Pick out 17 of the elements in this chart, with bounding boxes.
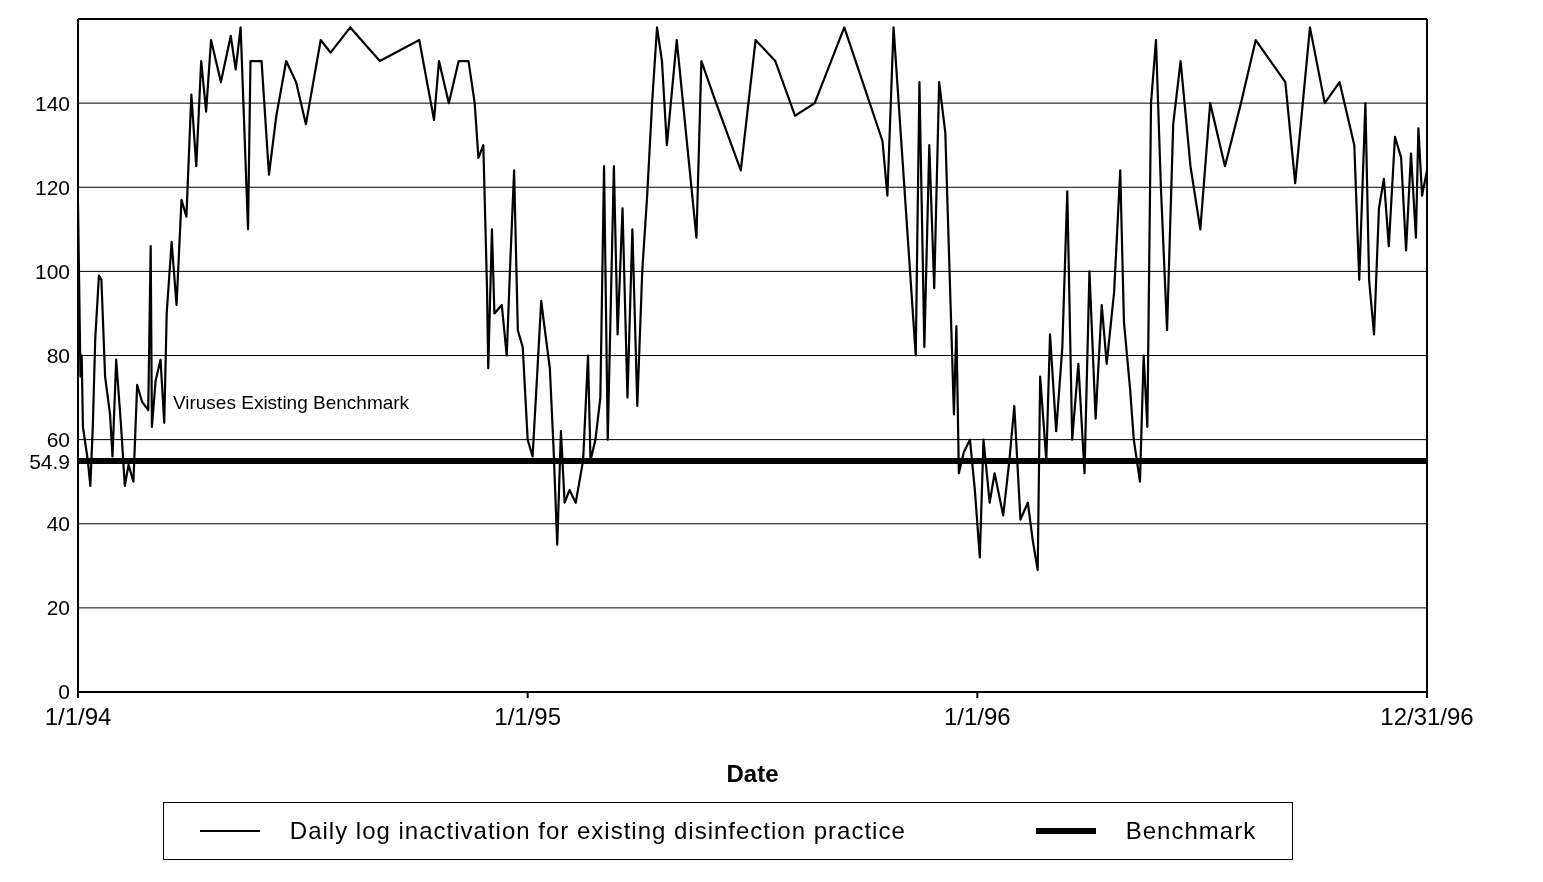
annotation: Viruses Existing Benchmark <box>172 391 410 413</box>
y-tick-label: 0 <box>58 680 70 704</box>
y-tick-label: 60 <box>46 428 70 452</box>
legend-label: Daily log inactivation for existing disinfection practice <box>288 817 906 845</box>
y-tick-label: 20 <box>46 596 70 620</box>
y-tick-label: 40 <box>46 512 70 536</box>
x-tick-label: 12/31/96 <box>1380 703 1474 731</box>
x-tick-label: 1/1/94 <box>44 703 112 731</box>
y-tick-label: 120 <box>34 175 70 199</box>
y-tick-label: 80 <box>46 343 70 367</box>
y-tick-label: 140 <box>34 91 70 115</box>
y-tick-label: 54.9 <box>29 449 70 473</box>
x-axis-title: Date <box>726 760 779 787</box>
legend-label: Benchmark <box>1124 817 1257 845</box>
x-tick-label: 1/1/96 <box>943 703 1011 731</box>
y-tick-label: 100 <box>34 259 70 283</box>
x-tick-label: 1/1/95 <box>494 703 562 731</box>
